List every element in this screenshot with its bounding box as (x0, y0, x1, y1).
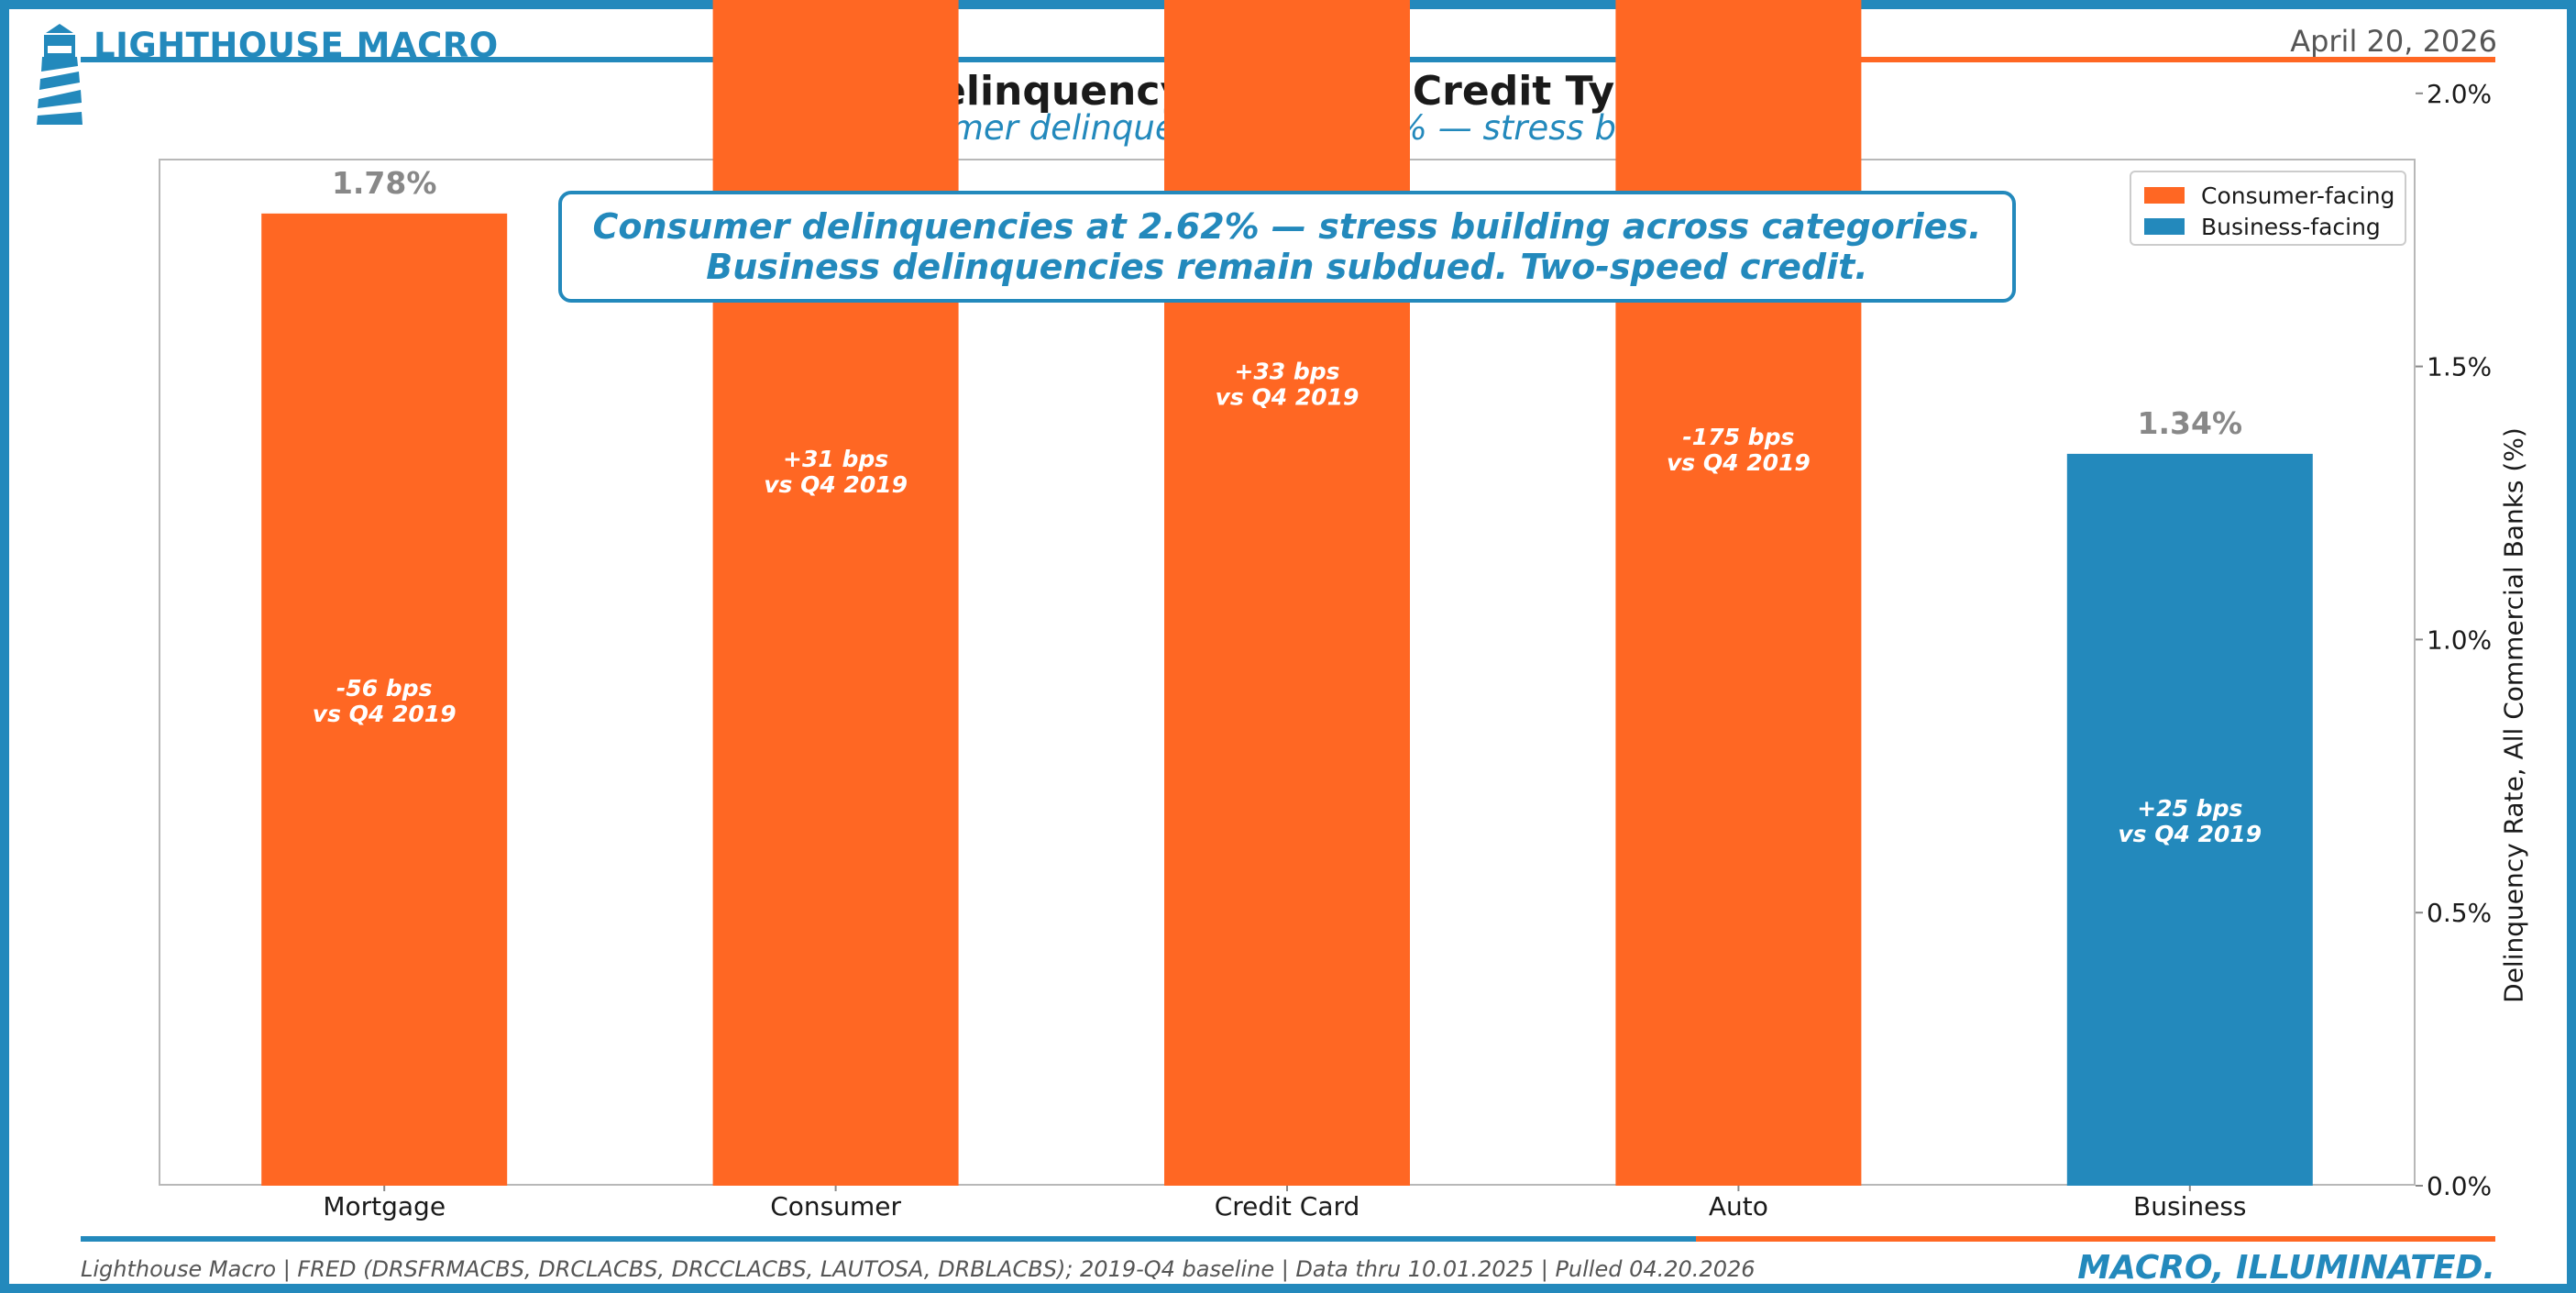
callout-line-1: Consumer delinquencies at 2.62% — stress… (592, 206, 1982, 247)
footer-rule-orange (1696, 1236, 2495, 1242)
callout-box: Consumer delinquencies at 2.62% — stress… (558, 191, 2016, 303)
callout-line-2: Business delinquencies remain subdued. T… (706, 247, 1868, 287)
bar-business (2066, 453, 2313, 1186)
bar-change-label: +31 bps (783, 446, 888, 472)
legend-label-business: Business-facing (2201, 213, 2381, 240)
y-tick-label: 2.0% (2427, 79, 2492, 109)
bar-change-baseline: vs Q4 2019 (2118, 821, 2262, 847)
bar-change-label: -175 bps (1682, 424, 1794, 450)
footer-rule-blue (81, 1236, 1696, 1242)
legend-swatch-consumer (2144, 187, 2185, 204)
bar-change-label: +25 bps (2137, 795, 2242, 822)
x-tick-label: Mortgage (323, 1191, 446, 1221)
x-tick-label: Credit Card (1215, 1191, 1360, 1221)
value-label: 1.78% (332, 165, 437, 201)
bar-consumer (712, 0, 959, 1186)
legend: Consumer-facing Business-facing (2130, 171, 2406, 246)
value-label: 1.34% (2138, 405, 2243, 441)
legend-item-consumer: Consumer-facing (2144, 182, 2394, 209)
y-axis-label: Delinquency Rate, All Commercial Banks (… (2498, 427, 2529, 1003)
bar-auto (1615, 0, 1862, 1186)
bar-change-label: +33 bps (1234, 358, 1339, 384)
bar-change-label: -56 bps (336, 675, 433, 702)
tagline: MACRO, ILLUMINATED. (2077, 1249, 2495, 1287)
bar-change-baseline: vs Q4 2019 (313, 701, 457, 727)
x-tick-label: Business (2133, 1191, 2246, 1221)
y-tick-label: 1.5% (2427, 352, 2492, 382)
report-date: April 20, 2026 (2290, 24, 2497, 59)
source-note: Lighthouse Macro | FRED (DRSFRMACBS, DRC… (81, 1256, 1756, 1282)
bar-credit-card (1164, 0, 1410, 1186)
bar-change-baseline: vs Q4 2019 (1667, 449, 1811, 476)
y-tick-label: 1.0% (2427, 624, 2492, 655)
y-tick-label: 0.0% (2427, 1171, 2492, 1201)
bar-change-baseline: vs Q4 2019 (764, 471, 908, 498)
x-tick-label: Consumer (770, 1191, 901, 1221)
legend-swatch-business (2144, 218, 2185, 235)
y-tick-label: 0.5% (2427, 898, 2492, 928)
legend-item-business: Business-facing (2144, 213, 2381, 240)
legend-label-consumer: Consumer-facing (2201, 182, 2395, 209)
lighthouse-logo-icon (37, 24, 83, 125)
bar-mortgage (261, 213, 508, 1186)
bar-change-baseline: vs Q4 2019 (1216, 383, 1360, 410)
x-tick-label: Auto (1709, 1191, 1768, 1221)
header-rule-orange (1696, 57, 2495, 62)
